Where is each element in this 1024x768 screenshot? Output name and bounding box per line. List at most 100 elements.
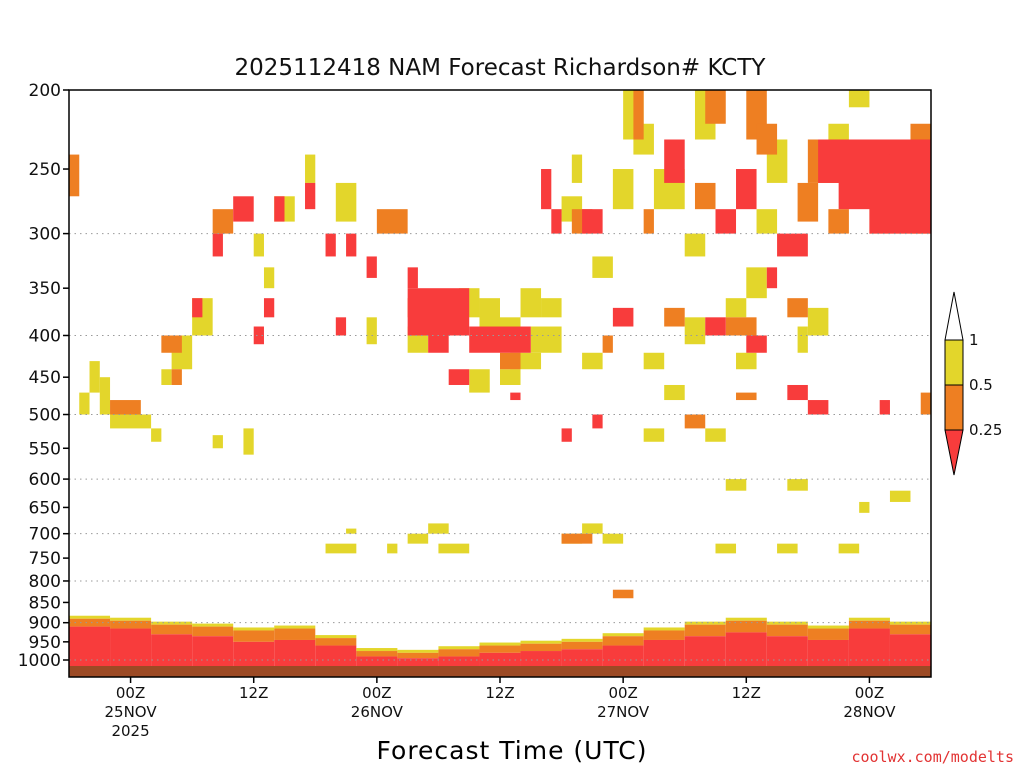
ri-cell — [602, 335, 613, 353]
ri-cell — [407, 267, 418, 289]
ri-cell — [305, 154, 316, 183]
ri-cell — [407, 288, 470, 336]
ri-cell — [233, 196, 254, 222]
x-tick-label: 00Z — [608, 684, 637, 702]
colorbar-legend: 1 0.5 0.25 — [944, 291, 1002, 476]
ri-cell — [438, 543, 470, 554]
ri-cell — [787, 298, 808, 318]
ri-cell — [479, 642, 521, 646]
ri-cell — [664, 307, 685, 327]
y-tick-label: 500 — [29, 406, 61, 426]
ri-cell — [828, 209, 849, 234]
x-tick-label: 12Z — [239, 684, 268, 702]
ri-cell — [889, 624, 931, 635]
ri-cell — [777, 233, 808, 257]
x-tick-label: 12Z — [485, 684, 514, 702]
ri-cell — [500, 369, 521, 385]
ri-cell — [428, 523, 449, 534]
ri-cell — [69, 618, 111, 627]
ri-cell — [612, 169, 634, 210]
colorbar-bin — [944, 429, 964, 476]
ri-cell — [243, 428, 254, 455]
ri-cell — [684, 414, 706, 429]
ri-cell — [69, 615, 111, 619]
ground-strip — [69, 666, 931, 677]
ri-cell — [612, 307, 634, 327]
ri-cell — [397, 649, 439, 653]
ri-cell — [561, 428, 572, 442]
ri-cell — [879, 400, 890, 415]
heatmap-cells — [69, 90, 931, 677]
ri-cell — [346, 528, 357, 534]
ri-cell — [736, 169, 757, 210]
ri-cell — [612, 589, 634, 599]
ri-cell — [469, 326, 531, 353]
ri-cell — [315, 635, 357, 639]
ri-cell — [376, 209, 408, 234]
site-credit: coolwx.com/modelts — [851, 748, 1014, 766]
ri-cell — [705, 428, 726, 442]
ri-cell — [582, 352, 603, 370]
ri-cell — [571, 154, 583, 183]
ri-cell — [397, 652, 439, 659]
ri-cell — [889, 490, 911, 502]
ri-cell — [520, 640, 562, 644]
ri-cell — [736, 392, 757, 401]
x-tick-label: 26NOV — [351, 703, 404, 721]
ri-cell — [151, 428, 162, 442]
ri-cell — [212, 233, 223, 257]
x-tick-label: 00Z — [362, 684, 391, 702]
ri-cell — [561, 638, 603, 642]
ri-cell — [110, 620, 152, 629]
ri-cell — [428, 335, 449, 353]
ri-cell — [479, 645, 521, 653]
ri-cell — [366, 256, 377, 278]
ri-cell — [643, 209, 654, 234]
ri-cell — [705, 317, 726, 336]
y-tick-label: 750 — [29, 549, 61, 569]
y-tick-label: 900 — [29, 614, 61, 634]
ri-cell — [633, 90, 644, 140]
ri-cell — [838, 543, 860, 554]
ri-cell — [263, 267, 275, 289]
ri-cell — [212, 435, 223, 449]
ri-cell — [161, 369, 172, 385]
ri-cell — [684, 621, 726, 625]
ri-cell — [253, 233, 264, 257]
ri-cell — [807, 625, 849, 629]
ri-cell — [602, 636, 644, 646]
ri-cell — [746, 267, 767, 299]
ri-cell — [551, 209, 562, 234]
ri-cell — [110, 400, 141, 415]
ri-cell — [110, 617, 152, 621]
y-tick-label: 1000 — [18, 651, 61, 671]
ri-cell — [848, 620, 890, 629]
ri-cell — [582, 523, 603, 534]
ri-cell — [520, 643, 562, 652]
y-tick-label: 350 — [29, 279, 61, 299]
x-tick-label: 00Z — [855, 684, 884, 702]
ri-cell — [356, 651, 398, 657]
ri-cell — [777, 543, 798, 554]
y-axis-ticks: 200 250 300 350 400 450 500 550 600 650 700 750 8008… — [18, 81, 69, 671]
ri-cell — [233, 630, 275, 642]
colorbar-label: 1 — [969, 331, 979, 349]
ri-cell — [756, 123, 778, 155]
ri-cell — [807, 628, 849, 640]
ri-cell — [263, 298, 275, 318]
ri-cell — [766, 267, 778, 289]
ri-cell — [561, 641, 603, 650]
ri-cell — [756, 209, 778, 234]
ri-cell — [305, 182, 316, 210]
ri-cell — [602, 533, 624, 544]
ri-cell — [725, 479, 747, 491]
x-tick-label: 2025 — [111, 722, 149, 740]
ri-cell — [807, 400, 829, 415]
x-tick-label: 00Z — [116, 684, 145, 702]
ri-cell — [274, 196, 285, 222]
ri-cell — [510, 392, 521, 401]
ri-cell — [725, 620, 767, 633]
y-tick-label: 550 — [29, 439, 61, 459]
ri-cell — [407, 533, 429, 544]
